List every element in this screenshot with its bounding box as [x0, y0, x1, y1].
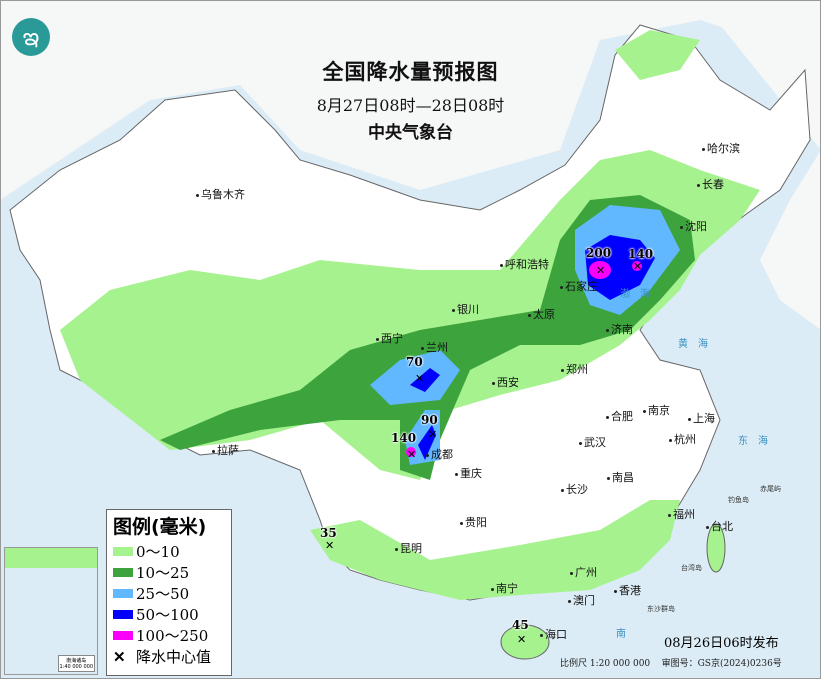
sea-label: 南	[616, 629, 636, 640]
map-title: 全国降水量预报图	[322, 60, 499, 84]
legend-label: 25～50	[136, 585, 190, 603]
hainan-island	[500, 624, 550, 660]
city-label: 石家庄	[560, 278, 598, 294]
x-mark-icon: ✕	[113, 647, 126, 666]
rain-center-value: 140	[628, 247, 654, 261]
rain-center-value: 70	[406, 355, 423, 369]
legend-item: 50～100	[113, 604, 225, 625]
legend-swatch	[113, 631, 133, 640]
rain-25-50-west	[370, 350, 460, 465]
city-label: 兰州	[421, 339, 448, 355]
city-label: 澳门	[568, 592, 595, 608]
inset-caption: 南海诸岛 1:40 000 000	[57, 655, 95, 672]
rain-center-value: 45	[512, 618, 529, 632]
city-label: 海口	[540, 626, 567, 642]
legend-label: 0～10	[136, 543, 180, 561]
sea-label: 东海	[738, 436, 778, 447]
island-label: 台湾岛	[681, 564, 702, 572]
city-label: 杭州	[669, 431, 696, 447]
south-china-sea-inset: 南海诸岛 1:40 000 000	[4, 547, 98, 675]
legend-item: 0～10	[113, 541, 225, 562]
legend-label: 50～100	[136, 606, 199, 624]
legend-label: 10～25	[136, 564, 190, 582]
sea-label: 渤海	[620, 289, 660, 300]
legend-swatch	[113, 589, 133, 598]
city-label: 郑州	[561, 361, 588, 377]
city-label: 重庆	[455, 465, 482, 481]
city-label: 台北	[706, 518, 733, 534]
rain-center-marker: ✕	[325, 539, 334, 552]
city-label: 武汉	[579, 434, 606, 450]
rain-center-value: 35	[320, 526, 337, 540]
city-label: 南宁	[491, 580, 518, 596]
city-label: 成都	[426, 446, 453, 462]
legend-swatch	[113, 547, 133, 556]
city-label: 合肥	[606, 408, 633, 424]
rain-0-10-northeast	[615, 30, 700, 80]
city-label: 昆明	[395, 540, 422, 556]
rain-100-250-b	[632, 261, 642, 271]
city-label: 银川	[452, 301, 479, 317]
island-label: 东沙群岛	[647, 605, 675, 613]
legend-swatch	[113, 610, 133, 619]
city-label: 长春	[697, 176, 724, 192]
inset-land	[5, 548, 97, 568]
issuer: 中央气象台	[368, 123, 453, 143]
city-label: 长沙	[561, 481, 588, 497]
city-label: 西宁	[376, 330, 403, 346]
cma-logo: ఇ	[12, 18, 50, 56]
city-label: 贵阳	[460, 514, 487, 530]
sea-label: 黄海	[678, 339, 718, 350]
legend-item: 25～50	[113, 583, 225, 604]
city-label: 南京	[643, 402, 670, 418]
rain-center-marker: ✕	[407, 448, 416, 461]
city-label: 济南	[606, 321, 633, 337]
legend-title: 图例(毫米)	[113, 516, 207, 538]
city-label: 上海	[688, 410, 715, 426]
legend-item: 100～250	[113, 625, 225, 646]
city-label: 太原	[528, 306, 555, 322]
forecast-period: 8月27日08时—28日08时	[316, 96, 505, 115]
neighbor-land	[0, 0, 821, 330]
city-label: 广州	[570, 564, 597, 580]
city-label: 沈阳	[680, 218, 707, 234]
legend-item: 10～25	[113, 562, 225, 583]
legend-label: 100～250	[136, 627, 209, 645]
city-label: 香港	[614, 582, 641, 598]
rain-10-25	[160, 195, 695, 480]
rain-100-250-a	[589, 261, 611, 279]
rain-center-marker: ✕	[428, 428, 437, 441]
legend: 图例(毫米) 0～10 10～25 25～50 50～100 100～250 ✕ 降水中心…	[106, 509, 232, 676]
rain-100-250-c	[406, 447, 416, 457]
map-footer: 比例尺 1:20 000 000 审图号：GS京(2024)0236号	[560, 659, 782, 669]
rain-center-marker: ✕	[596, 264, 605, 277]
rain-center-value: 200	[586, 246, 612, 260]
city-label: 福州	[668, 506, 695, 522]
city-label: 哈尔滨	[702, 140, 740, 156]
rain-50-100	[410, 235, 655, 460]
island-label: 赤尾屿	[760, 485, 781, 493]
city-label: 呼和浩特	[500, 256, 549, 272]
rain-center-value: 140	[391, 431, 417, 445]
rain-center-marker: ✕	[415, 372, 424, 385]
legend-swatch	[113, 568, 133, 577]
city-label: 拉萨	[212, 442, 239, 458]
city-label: 南昌	[607, 469, 634, 485]
legend-item-center: ✕ 降水中心值	[113, 647, 212, 667]
city-label: 乌鲁木齐	[196, 186, 245, 202]
city-label: 西安	[492, 374, 519, 390]
island-label: 钓鱼岛	[728, 496, 749, 504]
rain-center-value: 90	[421, 413, 438, 427]
rain-center-marker: ✕	[633, 260, 642, 273]
rain-center-marker: ✕	[517, 633, 526, 646]
issued-time: 08月26日06时发布	[664, 636, 779, 651]
